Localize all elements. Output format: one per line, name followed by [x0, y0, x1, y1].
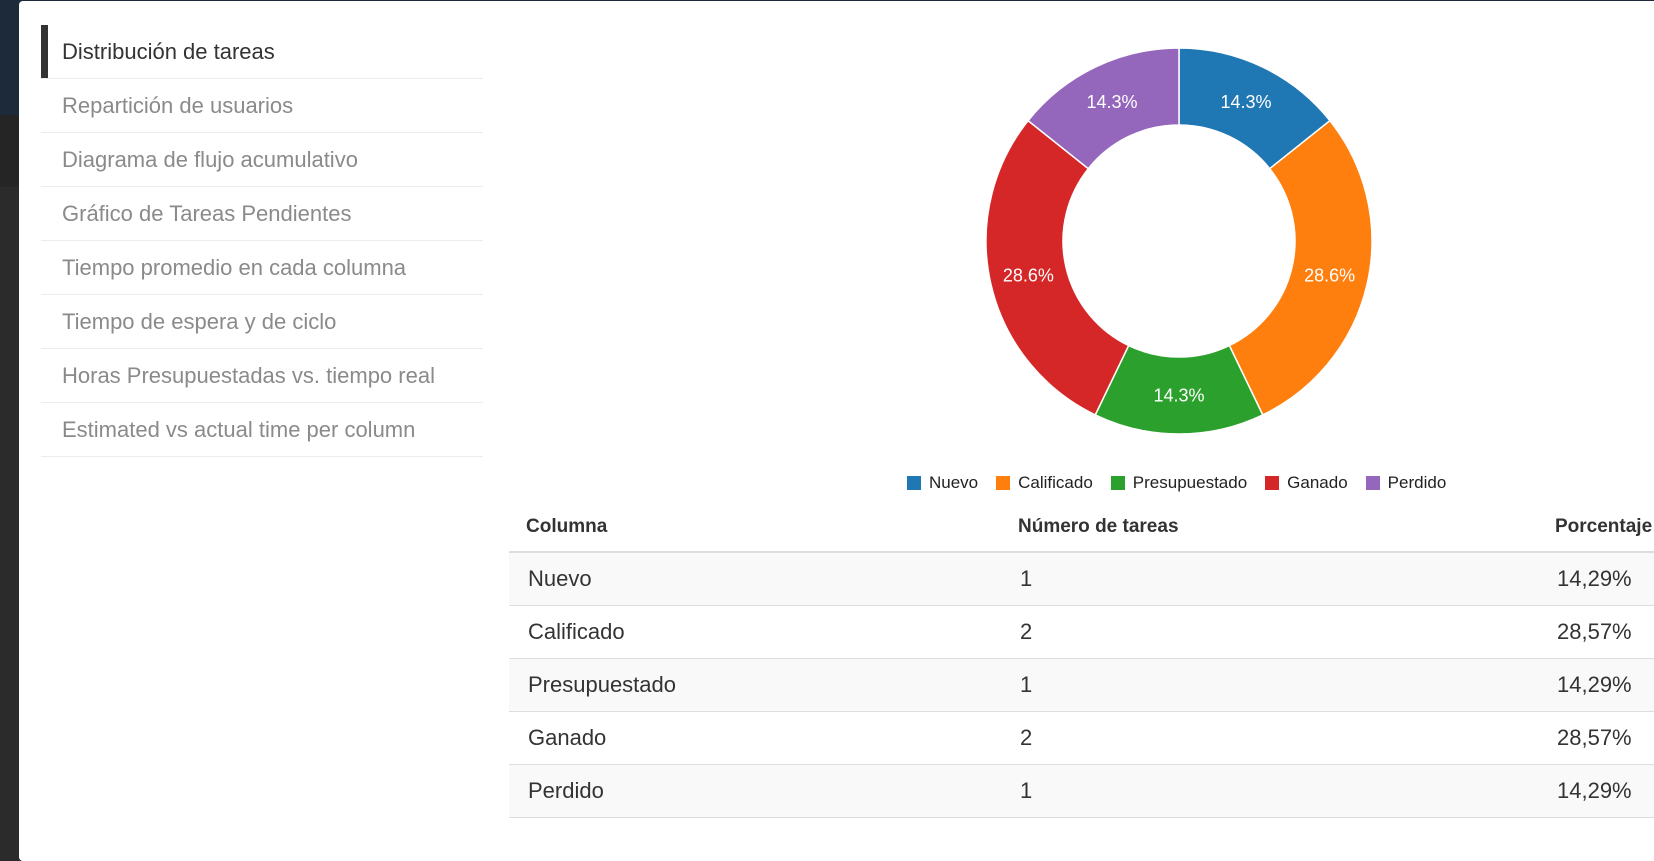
cell-percentage: 28,57% [1538, 605, 1654, 659]
legend-item-ganado[interactable]: Ganado [1265, 473, 1348, 493]
cell-task-count: 1 [1001, 764, 1538, 818]
donut-slice-calificado[interactable] [1228, 119, 1373, 416]
sidebar-item-burndown[interactable]: Gráfico de Tareas Pendientes [41, 187, 483, 241]
legend-swatch [1365, 476, 1380, 490]
sidebar-item-budget-vs-real[interactable]: Horas Presupuestadas vs. tiempo real [41, 349, 483, 403]
legend-label: Presupuestado [1132, 473, 1248, 492]
legend-label: Ganado [1287, 473, 1348, 492]
sidebar-item-estimated-vs-actual[interactable]: Estimated vs actual time per column [41, 403, 483, 457]
cell-column: Ganado [509, 711, 1001, 765]
legend-label: Perdido [1387, 473, 1447, 492]
slice-label: 28.6% [1003, 265, 1054, 285]
cell-task-count: 1 [1001, 658, 1538, 712]
legend-swatch [907, 476, 921, 490]
cell-percentage: 28,57% [1538, 711, 1654, 765]
column-header-task-count: Número de tareas [1001, 503, 1538, 553]
sidebar-item-average-time[interactable]: Tiempo promedio en cada columna [41, 241, 483, 295]
legend-swatch [1110, 476, 1125, 490]
donut-slice-ganado[interactable] [985, 119, 1130, 416]
legend-swatch [996, 476, 1011, 490]
sidebar-item-user-distribution[interactable]: Repartición de usuarios [41, 79, 483, 133]
slice-label: 14.3% [1086, 92, 1137, 112]
legend-item-nuevo[interactable]: Nuevo [907, 473, 978, 493]
analytics-modal: Distribución de tareas Repartición de us… [19, 1, 1654, 861]
table-row: Perdido 1 14,29% [509, 764, 1654, 818]
legend-item-presupuestado[interactable]: Presupuestado [1110, 473, 1248, 493]
cell-task-count: 2 [1001, 605, 1538, 659]
cell-percentage: 14,29% [1538, 552, 1654, 606]
legend-swatch [1265, 476, 1280, 490]
cell-column: Perdido [509, 764, 1001, 818]
legend-item-calificado[interactable]: Calificado [996, 473, 1093, 493]
cell-column: Nuevo [509, 552, 1001, 606]
donut-slice-perdido[interactable] [1027, 47, 1180, 170]
sidebar-item-cumulative-flow[interactable]: Diagrama de flujo acumulativo [41, 133, 483, 187]
slice-label: 28.6% [1304, 265, 1355, 285]
cell-column: Presupuestado [509, 658, 1001, 712]
table-row: Calificado 2 28,57% [509, 605, 1654, 659]
cell-percentage: 14,29% [1538, 658, 1654, 712]
donut-chart: 14.3% 28.6% 14.3% 28.6% 14.3% [985, 47, 1373, 435]
table-header-row: Columna Número de tareas Porcentaje [509, 503, 1654, 553]
legend-label: Nuevo [929, 473, 979, 492]
sidebar-item-task-distribution[interactable]: Distribución de tareas [41, 25, 483, 79]
legend-item-perdido[interactable]: Perdido [1365, 473, 1447, 493]
legend-label: Calificado [1018, 473, 1093, 492]
chart-legend: Nuevo Calificado Presupuestado Ganado Perdid… [907, 471, 1446, 495]
task-distribution-table: Columna Número de tareas Porcentaje Nuev… [509, 503, 1654, 818]
table-row: Nuevo 1 14,29% [509, 552, 1654, 606]
slice-label: 14.3% [1153, 386, 1204, 406]
cell-task-count: 1 [1001, 552, 1538, 606]
table-row: Ganado 2 28,57% [509, 711, 1654, 765]
column-header-column: Columna [509, 503, 1001, 553]
cell-column: Calificado [509, 605, 1001, 659]
column-header-percentage: Porcentaje [1538, 503, 1654, 553]
analytics-sidebar: Distribución de tareas Repartición de us… [41, 25, 483, 457]
sidebar-item-lead-cycle-time[interactable]: Tiempo de espera y de ciclo [41, 295, 483, 349]
cell-percentage: 14,29% [1538, 764, 1654, 818]
slice-label: 14.3% [1221, 92, 1272, 112]
table-row: Presupuestado 1 14,29% [509, 658, 1654, 712]
cell-task-count: 2 [1001, 711, 1538, 765]
